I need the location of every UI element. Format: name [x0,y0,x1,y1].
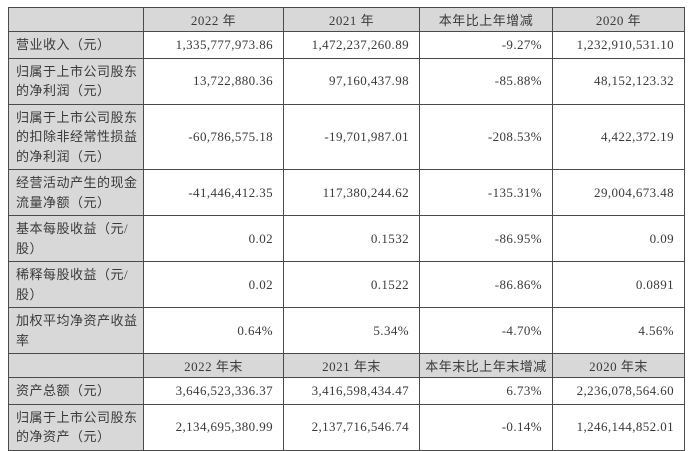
annual-header-2020: 2020 年 [552,7,685,32]
yearend-header-yoy-change: 本年末比上年末增减 [419,353,553,378]
row-label: 归属于上市公司股东的净利润（元） [8,57,144,105]
value-2021: 117,380,244.62 [283,169,420,216]
table-row-basic-eps: 基本每股收益（元/股） 0.02 0.1532 -86.95% 0.09 [8,215,685,262]
value-2022: 2,134,695,380.99 [143,403,284,451]
table-row-weighted-avg-roe: 加权平均净资产收益率 0.64% 5.34% -4.70% 4.56% [8,307,685,354]
value-2020: 0.09 [552,215,685,262]
value-2021: 2,137,716,546.74 [283,403,420,451]
value-yoy-change: -86.86% [419,261,553,308]
table-row-net-profit-attributable: 归属于上市公司股东的净利润（元） 13,722,880.36 97,160,43… [8,57,685,105]
value-2020: 1,232,910,531.10 [552,31,685,59]
yearend-header-2022: 2022 年末 [143,353,284,378]
annual-header-row: 2022 年 2021 年 本年比上年增减 2020 年 [8,7,685,32]
value-yoy-change: -208.53% [419,103,553,170]
value-2022: 0.02 [143,215,284,262]
row-label: 营业收入（元） [8,31,144,59]
value-2020: 4,422,372.19 [552,103,685,170]
value-2020: 4.56% [552,307,685,354]
row-label: 加权平均净资产收益率 [8,307,144,354]
value-yoy-change: -135.31% [419,169,553,216]
annual-header-2021: 2021 年 [283,7,420,32]
value-2022: 3,646,523,336.37 [143,377,284,405]
value-yoy-change: -9.27% [419,31,553,59]
yearend-header-2021: 2021 年末 [283,353,420,378]
yearend-header-2020: 2020 年末 [552,353,685,378]
value-2022: 0.64% [143,307,284,354]
row-label: 经营活动产生的现金流量净额（元） [8,169,144,216]
value-2022: -41,446,412.35 [143,169,284,216]
value-2022: -60,786,575.18 [143,103,284,170]
value-2021: 97,160,437.98 [283,57,420,105]
row-label: 基本每股收益（元/股） [8,215,144,262]
table-row-net-profit-excl-nonrecurring: 归属于上市公司股东的扣除非经常性损益的净利润（元） -60,786,575.18… [8,103,685,170]
financial-summary-table: 2022 年 2021 年 本年比上年增减 2020 年 营业收入（元） 1,3… [8,7,685,451]
value-yoy-change: 6.73% [419,377,553,405]
value-2021: 5.34% [283,307,420,354]
value-2020: 48,152,123.32 [552,57,685,105]
value-2020: 2,236,078,564.60 [552,377,685,405]
value-2020: 29,004,673.48 [552,169,685,216]
row-label: 稀释每股收益（元/股） [8,261,144,308]
annual-header-2022: 2022 年 [143,7,284,32]
value-yoy-change: -86.95% [419,215,553,262]
value-2022: 0.02 [143,261,284,308]
row-label: 归属于上市公司股东的净资产（元） [8,403,144,451]
value-yoy-change: -4.70% [419,307,553,354]
value-2021: 3,416,598,434.47 [283,377,420,405]
value-2021: 0.1532 [283,215,420,262]
table-row-net-assets-attributable: 归属于上市公司股东的净资产（元） 2,134,695,380.99 2,137,… [8,403,685,451]
value-2021: 1,472,237,260.89 [283,31,420,59]
annual-header-empty-cell [8,7,144,32]
row-label: 资产总额（元） [8,377,144,405]
annual-header-yoy-change: 本年比上年增减 [419,7,553,32]
table-row-diluted-eps: 稀释每股收益（元/股） 0.02 0.1522 -86.86% 0.0891 [8,261,685,308]
value-2022: 13,722,880.36 [143,57,284,105]
financial-summary-table-container: 2022 年 2021 年 本年比上年增减 2020 年 营业收入（元） 1,3… [8,7,685,451]
value-2020: 1,246,144,852.01 [552,403,685,451]
yearend-header-row: 2022 年末 2021 年末 本年末比上年末增减 2020 年末 [8,353,685,378]
value-yoy-change: -85.88% [419,57,553,105]
value-yoy-change: -0.14% [419,403,553,451]
yearend-header-empty-cell [8,353,144,378]
table-row-total-assets: 资产总额（元） 3,646,523,336.37 3,416,598,434.4… [8,377,685,405]
table-row-operating-cash-flow: 经营活动产生的现金流量净额（元） -41,446,412.35 117,380,… [8,169,685,216]
value-2022: 1,335,777,973.86 [143,31,284,59]
value-2021: 0.1522 [283,261,420,308]
table-row-operating-revenue: 营业收入（元） 1,335,777,973.86 1,472,237,260.8… [8,31,685,59]
row-label: 归属于上市公司股东的扣除非经常性损益的净利润（元） [8,103,144,170]
value-2021: -19,701,987.01 [283,103,420,170]
value-2020: 0.0891 [552,261,685,308]
